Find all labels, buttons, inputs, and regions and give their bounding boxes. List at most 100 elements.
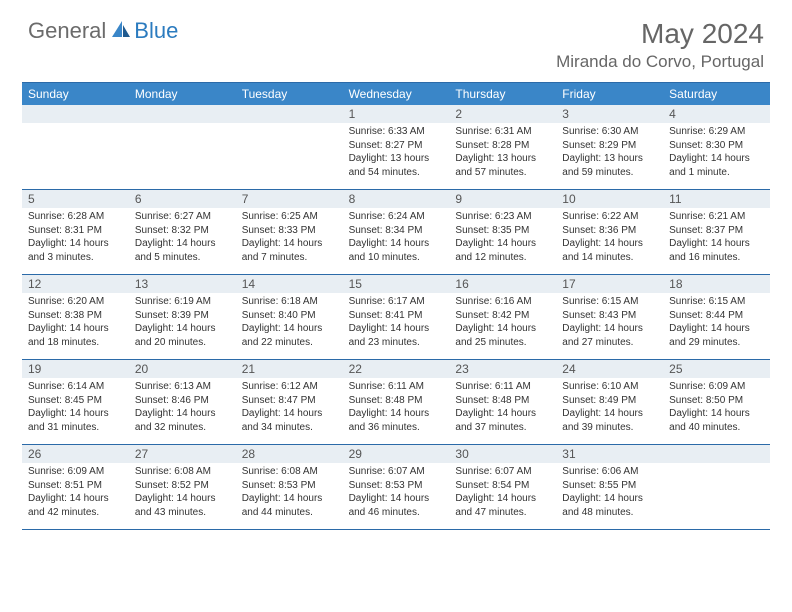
day-number: 4 [663,105,770,123]
daylight-text: Daylight: 14 hours and 36 minutes. [349,407,444,434]
daylight-text: Daylight: 14 hours and 3 minutes. [28,237,123,264]
location: Miranda do Corvo, Portugal [556,52,764,72]
day-cell: 24Sunrise: 6:10 AMSunset: 8:49 PMDayligh… [556,360,663,444]
sunset-text: Sunset: 8:36 PM [562,224,657,238]
daylight-text: Daylight: 14 hours and 47 minutes. [455,492,550,519]
day-body: Sunrise: 6:21 AMSunset: 8:37 PMDaylight:… [663,208,770,268]
day-number: 23 [449,360,556,378]
day-body: Sunrise: 6:09 AMSunset: 8:51 PMDaylight:… [22,463,129,523]
sunset-text: Sunset: 8:40 PM [242,309,337,323]
day-cell: 6Sunrise: 6:27 AMSunset: 8:32 PMDaylight… [129,190,236,274]
sunrise-text: Sunrise: 6:20 AM [28,295,123,309]
day-cell-empty: . [129,105,236,189]
logo: General Blue [28,18,178,44]
sunrise-text: Sunrise: 6:13 AM [135,380,230,394]
sunrise-text: Sunrise: 6:18 AM [242,295,337,309]
day-number: 14 [236,275,343,293]
day-body: Sunrise: 6:27 AMSunset: 8:32 PMDaylight:… [129,208,236,268]
day-number: . [22,105,129,123]
day-body: Sunrise: 6:20 AMSunset: 8:38 PMDaylight:… [22,293,129,353]
day-body: Sunrise: 6:12 AMSunset: 8:47 PMDaylight:… [236,378,343,438]
sunset-text: Sunset: 8:54 PM [455,479,550,493]
day-body: Sunrise: 6:14 AMSunset: 8:45 PMDaylight:… [22,378,129,438]
daylight-text: Daylight: 14 hours and 1 minute. [669,152,764,179]
sunset-text: Sunset: 8:45 PM [28,394,123,408]
day-number: 7 [236,190,343,208]
day-body: Sunrise: 6:18 AMSunset: 8:40 PMDaylight:… [236,293,343,353]
sunset-text: Sunset: 8:46 PM [135,394,230,408]
day-number: 13 [129,275,236,293]
sunset-text: Sunset: 8:34 PM [349,224,444,238]
sunrise-text: Sunrise: 6:14 AM [28,380,123,394]
weekday-header: Thursday [449,83,556,105]
sunset-text: Sunset: 8:37 PM [669,224,764,238]
day-cell: 8Sunrise: 6:24 AMSunset: 8:34 PMDaylight… [343,190,450,274]
daylight-text: Daylight: 13 hours and 59 minutes. [562,152,657,179]
day-number: 27 [129,445,236,463]
day-cell-empty: . [22,105,129,189]
daylight-text: Daylight: 14 hours and 39 minutes. [562,407,657,434]
sunrise-text: Sunrise: 6:30 AM [562,125,657,139]
sunrise-text: Sunrise: 6:11 AM [455,380,550,394]
day-number: 2 [449,105,556,123]
daylight-text: Daylight: 14 hours and 18 minutes. [28,322,123,349]
day-cell: 4Sunrise: 6:29 AMSunset: 8:30 PMDaylight… [663,105,770,189]
day-number: 18 [663,275,770,293]
day-body: Sunrise: 6:33 AMSunset: 8:27 PMDaylight:… [343,123,450,183]
sunset-text: Sunset: 8:42 PM [455,309,550,323]
sunset-text: Sunset: 8:53 PM [349,479,444,493]
daylight-text: Daylight: 14 hours and 14 minutes. [562,237,657,264]
day-body: Sunrise: 6:23 AMSunset: 8:35 PMDaylight:… [449,208,556,268]
day-body: Sunrise: 6:07 AMSunset: 8:54 PMDaylight:… [449,463,556,523]
calendar: SundayMondayTuesdayWednesdayThursdayFrid… [22,82,770,530]
daylight-text: Daylight: 14 hours and 23 minutes. [349,322,444,349]
day-number: 1 [343,105,450,123]
week-row: 12Sunrise: 6:20 AMSunset: 8:38 PMDayligh… [22,275,770,360]
day-body: Sunrise: 6:15 AMSunset: 8:44 PMDaylight:… [663,293,770,353]
day-body: Sunrise: 6:11 AMSunset: 8:48 PMDaylight:… [343,378,450,438]
day-body [129,123,236,129]
day-cell: 13Sunrise: 6:19 AMSunset: 8:39 PMDayligh… [129,275,236,359]
day-number: 28 [236,445,343,463]
day-body: Sunrise: 6:16 AMSunset: 8:42 PMDaylight:… [449,293,556,353]
day-number: 17 [556,275,663,293]
day-number: 21 [236,360,343,378]
daylight-text: Daylight: 14 hours and 31 minutes. [28,407,123,434]
sunrise-text: Sunrise: 6:08 AM [135,465,230,479]
daylight-text: Daylight: 14 hours and 5 minutes. [135,237,230,264]
daylight-text: Daylight: 14 hours and 16 minutes. [669,237,764,264]
week-row: 19Sunrise: 6:14 AMSunset: 8:45 PMDayligh… [22,360,770,445]
daylight-text: Daylight: 14 hours and 27 minutes. [562,322,657,349]
day-number: 30 [449,445,556,463]
day-body [22,123,129,129]
daylight-text: Daylight: 14 hours and 37 minutes. [455,407,550,434]
logo-text-blue: Blue [134,18,178,44]
daylight-text: Daylight: 14 hours and 10 minutes. [349,237,444,264]
weekday-header: Saturday [663,83,770,105]
sunrise-text: Sunrise: 6:07 AM [455,465,550,479]
day-cell: 1Sunrise: 6:33 AMSunset: 8:27 PMDaylight… [343,105,450,189]
sunset-text: Sunset: 8:30 PM [669,139,764,153]
day-number: 11 [663,190,770,208]
daylight-text: Daylight: 14 hours and 32 minutes. [135,407,230,434]
day-number: 3 [556,105,663,123]
day-cell: 12Sunrise: 6:20 AMSunset: 8:38 PMDayligh… [22,275,129,359]
day-cell: 3Sunrise: 6:30 AMSunset: 8:29 PMDaylight… [556,105,663,189]
sunrise-text: Sunrise: 6:10 AM [562,380,657,394]
day-cell: 10Sunrise: 6:22 AMSunset: 8:36 PMDayligh… [556,190,663,274]
day-number: . [236,105,343,123]
day-body: Sunrise: 6:09 AMSunset: 8:50 PMDaylight:… [663,378,770,438]
daylight-text: Daylight: 14 hours and 25 minutes. [455,322,550,349]
day-body: Sunrise: 6:13 AMSunset: 8:46 PMDaylight:… [129,378,236,438]
sunrise-text: Sunrise: 6:31 AM [455,125,550,139]
sunset-text: Sunset: 8:49 PM [562,394,657,408]
day-cell: 20Sunrise: 6:13 AMSunset: 8:46 PMDayligh… [129,360,236,444]
day-number: 22 [343,360,450,378]
day-number: 25 [663,360,770,378]
day-body: Sunrise: 6:08 AMSunset: 8:53 PMDaylight:… [236,463,343,523]
day-cell: 27Sunrise: 6:08 AMSunset: 8:52 PMDayligh… [129,445,236,529]
month-year: May 2024 [556,18,764,50]
day-body: Sunrise: 6:31 AMSunset: 8:28 PMDaylight:… [449,123,556,183]
sunrise-text: Sunrise: 6:21 AM [669,210,764,224]
weekday-header: Wednesday [343,83,450,105]
